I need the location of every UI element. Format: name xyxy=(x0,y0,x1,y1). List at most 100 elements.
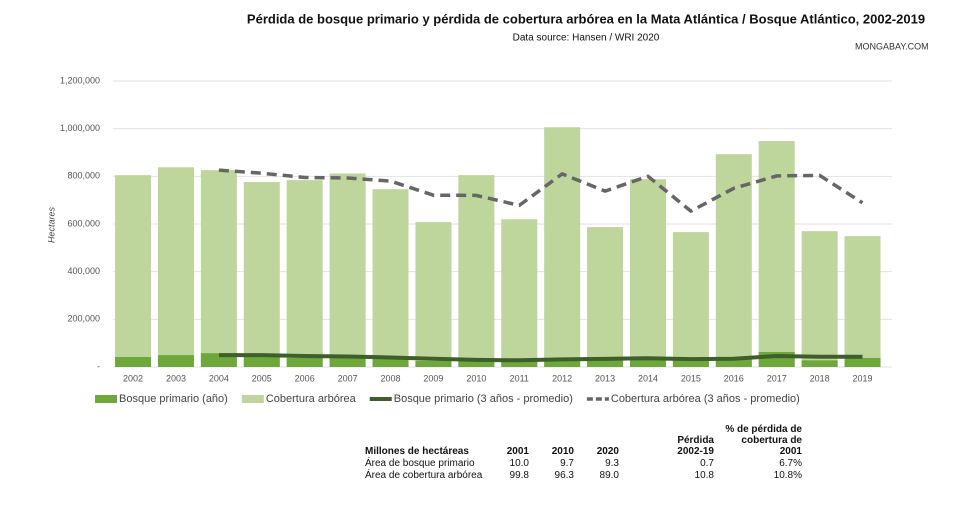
bar xyxy=(801,360,838,367)
summary-table: Millones de hectáreas 2001 2010 2020 Pérdida… xyxy=(365,424,802,482)
y-tick-label: 1,000,000 xyxy=(60,123,100,133)
x-tick-label: 2006 xyxy=(295,373,315,383)
table-row: Área de cobertura arbórea 99.8 96.3 89.0 10.… xyxy=(365,470,802,482)
bar xyxy=(458,359,495,367)
x-tick-label: 2018 xyxy=(810,373,830,383)
bar xyxy=(844,357,881,367)
bar xyxy=(801,231,838,367)
x-tick-label: 2010 xyxy=(466,373,486,383)
cell-text: 6.7% xyxy=(779,458,802,469)
bar xyxy=(844,236,881,367)
line-series xyxy=(218,353,863,363)
cell-text: Área de bosque primario xyxy=(365,458,475,469)
bar xyxy=(672,360,709,367)
cell-text: 10.8% xyxy=(773,470,802,481)
table-cell: Área de cobertura arbórea xyxy=(365,470,493,482)
table-cell: 10.8% xyxy=(714,470,802,482)
x-tick-label: 2016 xyxy=(724,373,744,383)
bars xyxy=(115,127,881,367)
cell-text: % de pérdida de cobertura de 2001 xyxy=(725,424,802,457)
x-tick-label: 2007 xyxy=(338,373,358,383)
bar xyxy=(115,175,152,367)
table-cell: 0.7 xyxy=(619,458,714,470)
cell-text: 2010 xyxy=(551,446,574,457)
x-tick-label: 2011 xyxy=(510,373,529,383)
chart-title: Pérdida de bosque primario y pérdida de … xyxy=(247,11,925,26)
bar xyxy=(286,180,323,367)
cell-text: 2001 xyxy=(506,446,529,457)
table-cell: 10.0 xyxy=(493,458,529,470)
cell-text: 10.8 xyxy=(694,470,714,481)
cell-text: Área de cobertura arbórea xyxy=(365,470,483,481)
legend-swatch xyxy=(95,395,117,403)
x-tick-label: 2012 xyxy=(552,373,572,383)
table-cell: 2020 xyxy=(574,424,619,458)
bar xyxy=(544,127,581,367)
table-cell: 9.7 xyxy=(529,458,574,470)
x-tick-label: 2014 xyxy=(638,373,658,383)
legend-label: Cobertura arbórea xyxy=(266,393,357,405)
bar xyxy=(587,358,624,367)
table-header: Millones de hectáreas 2001 2010 2020 Pérdida… xyxy=(365,424,802,458)
y-axis-label: Hectares xyxy=(46,206,56,243)
source: MONGABAY.COM xyxy=(855,41,929,51)
bar xyxy=(629,357,666,367)
table-cell: % de pérdida de cobertura de 2001 xyxy=(714,424,802,458)
x-tick-label: 2008 xyxy=(381,373,401,383)
cell-text: 0.7 xyxy=(700,458,714,469)
cell-text: 9.3 xyxy=(605,458,619,469)
bar xyxy=(587,227,624,367)
bar xyxy=(115,356,152,367)
y-tick-label: 600,000 xyxy=(67,218,100,228)
x-tick-label: 2004 xyxy=(209,373,229,383)
bar xyxy=(415,222,452,367)
cell-text: 99.8 xyxy=(509,470,529,481)
x-tick-label: 2002 xyxy=(123,373,143,383)
y-tick-label: 400,000 xyxy=(67,266,100,276)
table-cell: Pérdida 2002-19 xyxy=(619,424,714,458)
y-tick-label: 1,200,000 xyxy=(60,75,100,85)
y-tick-label: - xyxy=(97,361,100,371)
x-tick-label: 2015 xyxy=(681,373,701,383)
cell-text: 89.0 xyxy=(599,470,619,481)
bar xyxy=(544,357,581,367)
bar xyxy=(157,167,194,367)
legend-label: Cobertura arbórea (3 años - promedio) xyxy=(611,393,800,405)
cell-text: Pérdida 2002-19 xyxy=(677,435,714,457)
legend-swatch xyxy=(241,395,264,403)
bar xyxy=(329,173,366,367)
table-cell: 96.3 xyxy=(529,470,574,482)
bar xyxy=(157,355,194,367)
bar xyxy=(243,355,280,367)
x-tick-label: 2013 xyxy=(595,373,615,383)
chart: Pérdida de bosque primario y pérdida de … xyxy=(46,11,929,405)
x-tick-label: 2019 xyxy=(853,373,873,383)
table-row: Área de bosque primario 10.0 9.7 9.3 0.7 6.7% xyxy=(365,458,802,470)
bar xyxy=(672,232,709,367)
table-cell: 89.0 xyxy=(574,470,619,482)
legend-label: Bosque primario (año) xyxy=(119,393,228,405)
table-cell: 10.8 xyxy=(619,470,714,482)
bar xyxy=(458,175,495,367)
cell-text: 10.0 xyxy=(509,458,529,469)
cell-text: 96.3 xyxy=(554,470,574,481)
x-tick-label: 2005 xyxy=(252,373,272,383)
x-tick-label: 2003 xyxy=(166,373,186,383)
bar xyxy=(372,189,409,367)
legend-label: Bosque primario (3 años - promedio) xyxy=(394,393,573,405)
cell-text: 2020 xyxy=(596,446,619,457)
bar xyxy=(715,357,752,367)
table-cell: Millones de hectáreas xyxy=(365,424,493,458)
table-cell: 99.8 xyxy=(493,470,529,482)
table-cell: 2010 xyxy=(529,424,574,458)
table-cell: 2001 xyxy=(493,424,529,458)
bar xyxy=(629,179,666,367)
chart-subtitle: Data source: Hansen / WRI 2020 xyxy=(513,33,660,44)
table-cell: 9.3 xyxy=(574,458,619,470)
bar xyxy=(329,356,366,367)
y-tick-label: 800,000 xyxy=(67,171,100,181)
bar xyxy=(372,358,409,367)
bar xyxy=(501,360,538,367)
bar xyxy=(200,170,237,367)
